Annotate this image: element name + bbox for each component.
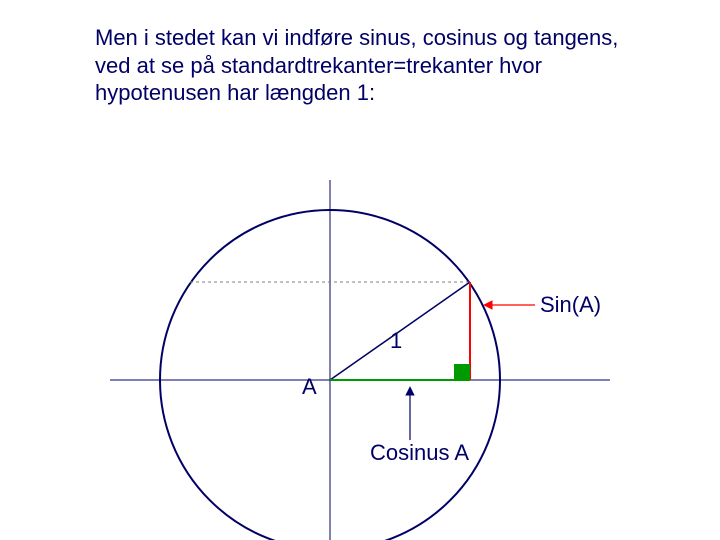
unit-circle-diagram: 1 A Sin(A) Cosinus A xyxy=(90,160,650,540)
slide: Men i stedet kan vi indføre sinus, cosin… xyxy=(0,0,720,540)
diagram-svg xyxy=(90,160,650,540)
angle-label: A xyxy=(302,374,317,400)
sin-label: Sin(A) xyxy=(540,292,601,318)
cos-label: Cosinus A xyxy=(370,440,469,466)
hypotenuse-label: 1 xyxy=(390,328,402,354)
body-text: Men i stedet kan vi indføre sinus, cosin… xyxy=(95,24,635,107)
right-angle-marker xyxy=(454,364,470,380)
